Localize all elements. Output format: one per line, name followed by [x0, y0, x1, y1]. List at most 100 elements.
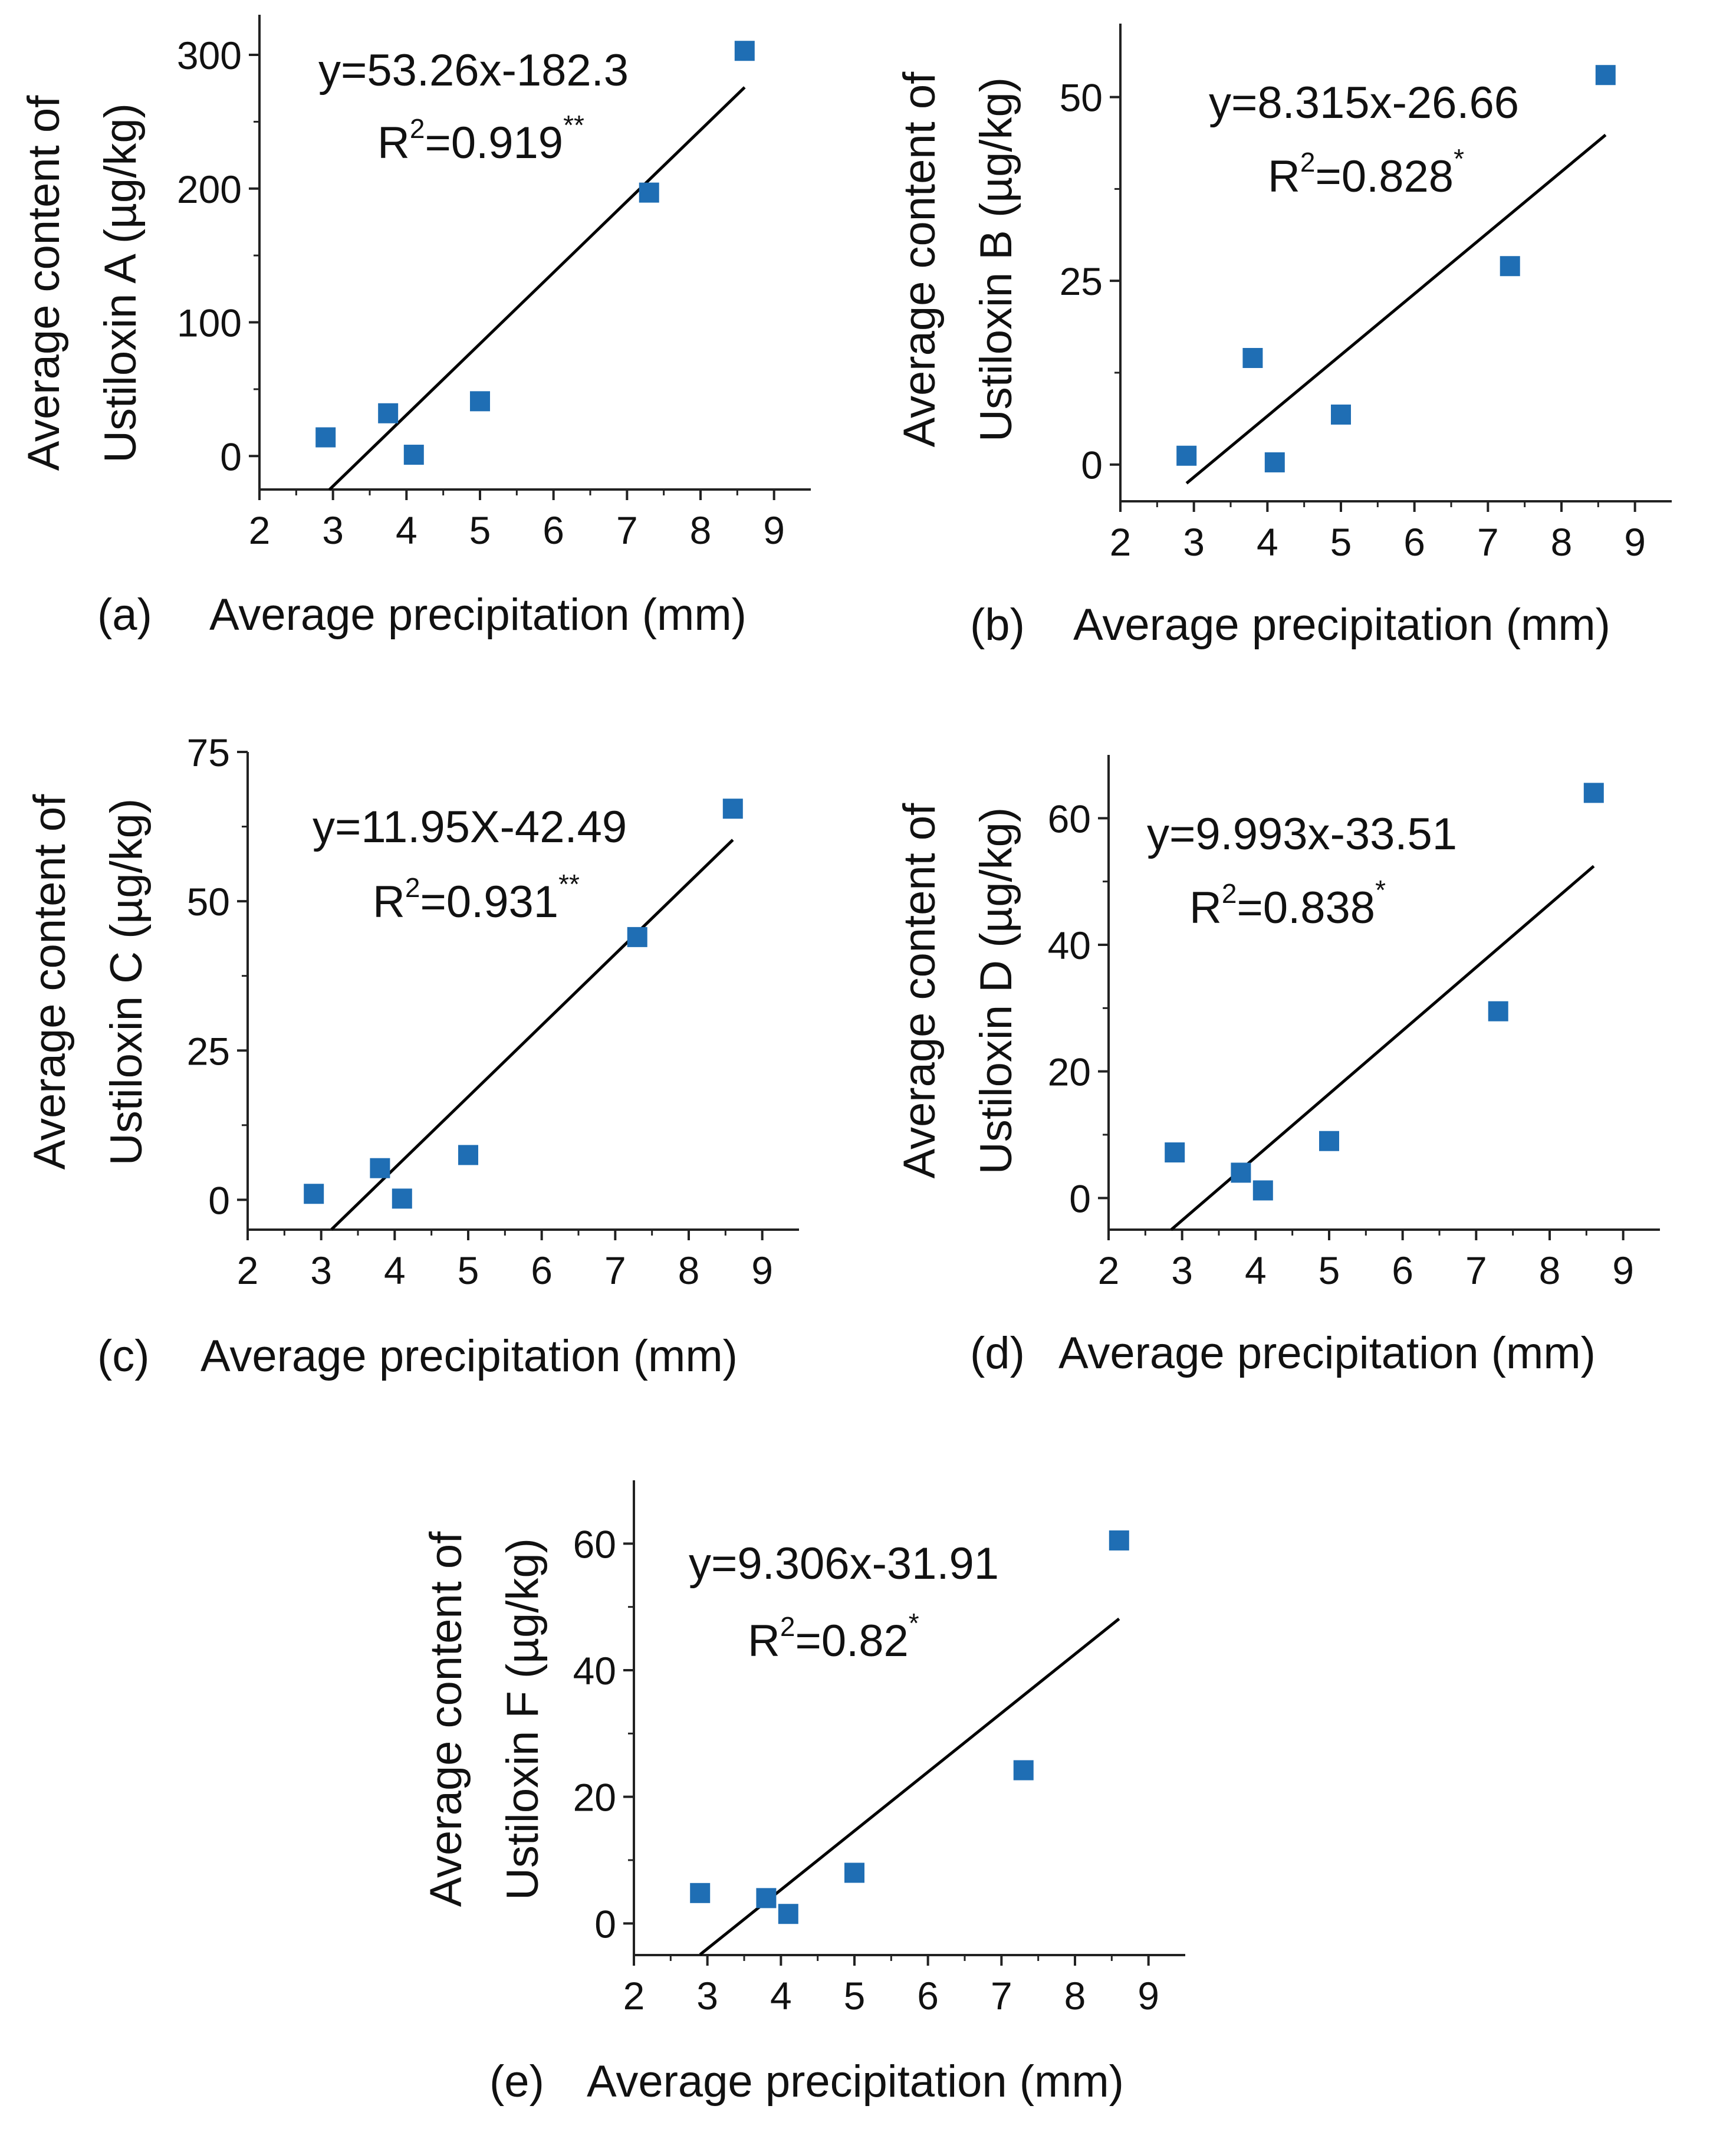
x-tick-label: 2	[623, 1974, 645, 2018]
fit-equation: y=9.993x-33.51	[1147, 809, 1457, 859]
x-tick-label: 8	[1064, 1974, 1086, 2018]
x-tick-label: 7	[616, 508, 638, 552]
panel-label: (c)	[97, 1331, 150, 1381]
fit-equation: y=8.315x-26.66	[1209, 78, 1519, 128]
x-tick-label: 4	[770, 1974, 792, 2018]
x-tick-label: 4	[1257, 520, 1278, 564]
y-tick-label: 25	[187, 1029, 230, 1073]
data-point	[639, 182, 659, 203]
y-tick-label: 75	[187, 731, 230, 774]
fit-equation: y=9.306x-31.91	[689, 1539, 999, 1589]
x-tick-label: 9	[763, 508, 785, 552]
y-tick-label: 60	[1048, 797, 1091, 840]
y-tick-label: 50	[187, 880, 230, 924]
x-tick-label: 4	[1245, 1249, 1267, 1292]
x-tick-label: 9	[1612, 1249, 1634, 1292]
x-tick-label: 6	[531, 1249, 553, 1292]
x-tick-label: 5	[844, 1974, 866, 2018]
r-squared: R2=0.931**	[373, 869, 580, 927]
x-tick-label: 4	[384, 1249, 406, 1292]
data-point	[370, 1158, 390, 1178]
data-point	[1583, 783, 1604, 803]
x-tick-label: 2	[249, 508, 271, 552]
data-point	[470, 391, 490, 412]
y-axis-title-line2: Ustiloxin F (µg/kg)	[498, 1538, 548, 1900]
x-tick-label: 8	[1551, 520, 1573, 564]
x-tick-label: 3	[310, 1249, 332, 1292]
r-squared: R2=0.919**	[377, 110, 584, 168]
x-tick-label: 3	[1183, 520, 1205, 564]
x-tick-label: 4	[396, 508, 417, 552]
panel-label: (b)	[970, 600, 1025, 650]
y-tick-label: 200	[177, 167, 242, 211]
x-tick-label: 6	[1392, 1249, 1413, 1292]
x-tick-label: 3	[696, 1974, 718, 2018]
data-point	[734, 41, 755, 61]
data-point	[690, 1883, 711, 1903]
x-axis-title: Average precipitation (mm)	[587, 2057, 1124, 2107]
data-point	[1319, 1131, 1339, 1151]
data-point	[1264, 452, 1285, 472]
y-tick-label: 20	[573, 1776, 616, 1819]
y-axis-title-line1: Average content of	[421, 1531, 471, 1907]
y-axis-title-line1: Average content of	[895, 803, 945, 1178]
x-tick-label: 9	[751, 1249, 773, 1292]
data-point	[378, 403, 399, 423]
y-axis-title-line2: Ustiloxin B (µg/kg)	[971, 77, 1021, 442]
y-tick-label: 40	[1048, 924, 1091, 967]
x-tick-label: 2	[237, 1249, 259, 1292]
y-axis-title-line1: Average content of	[895, 71, 945, 447]
x-tick-label: 2	[1098, 1249, 1120, 1292]
y-tick-label: 40	[573, 1649, 616, 1693]
panel-label: (e)	[489, 2057, 544, 2107]
x-tick-label: 6	[917, 1974, 939, 2018]
x-axis-title: Average precipitation (mm)	[200, 1331, 738, 1381]
y-axis-title-line1: Average content of	[19, 95, 69, 471]
data-point	[304, 1184, 324, 1204]
plot-area: 2 3 4 5 6 7 8 9 0 25 50	[1060, 24, 1672, 564]
x-axis-title: Average precipitation (mm)	[1073, 600, 1610, 650]
x-tick-label: 5	[1319, 1249, 1340, 1292]
panel-label: (a)	[97, 590, 152, 640]
data-point	[1488, 1001, 1508, 1021]
y-tick-label: 100	[177, 301, 242, 345]
panel-b: 2 3 4 5 6 7 8 9 0 25 50 Average content of Ustilox…	[895, 24, 1672, 650]
y-tick-label: 20	[1048, 1050, 1091, 1094]
fit-equation: y=53.26x-182.3	[318, 45, 629, 96]
x-tick-label: 2	[1110, 520, 1132, 564]
plot-area: 2 3 4 5 6 7 8 9 0 100 200 300	[177, 15, 811, 552]
data-point	[403, 445, 424, 465]
y-axis-title-line2: Ustiloxin C (µg/kg)	[101, 799, 152, 1165]
x-tick-label: 8	[690, 508, 712, 552]
y-tick-label: 300	[177, 34, 242, 77]
regression-line	[1185, 133, 1607, 485]
data-point	[1231, 1162, 1251, 1183]
x-tick-label: 5	[469, 508, 491, 552]
y-tick-label: 25	[1060, 259, 1103, 303]
x-tick-label: 6	[1403, 520, 1425, 564]
r-squared: R2=0.82*	[748, 1608, 919, 1666]
data-point	[458, 1145, 478, 1165]
y-axis-title-line2: Ustiloxin A (µg/kg)	[96, 103, 146, 463]
data-point	[1165, 1142, 1185, 1163]
data-point	[627, 927, 647, 947]
y-tick-label: 0	[208, 1178, 230, 1222]
data-point	[1176, 445, 1197, 466]
y-axis-title-line1: Average content of	[25, 794, 75, 1170]
regression-line	[328, 86, 746, 491]
x-tick-label: 7	[1465, 1249, 1487, 1292]
x-tick-label: 5	[458, 1249, 479, 1292]
data-point	[844, 1862, 864, 1883]
plot-area: 2 3 4 5 6 7 8 9 0 25 50 75	[187, 731, 799, 1292]
regression-line	[330, 839, 734, 1231]
data-point	[1331, 404, 1351, 425]
x-tick-label: 3	[322, 508, 344, 552]
x-tick-label: 7	[991, 1974, 1012, 2018]
data-point	[1500, 256, 1520, 277]
data-point	[778, 1904, 798, 1924]
fit-equation: y=11.95X-42.49	[313, 802, 627, 852]
data-point	[392, 1188, 412, 1209]
plot-area: 2 3 4 5 6 7 8 9 0 20 40 60	[573, 1480, 1185, 2018]
y-tick-label: 0	[594, 1902, 616, 1946]
